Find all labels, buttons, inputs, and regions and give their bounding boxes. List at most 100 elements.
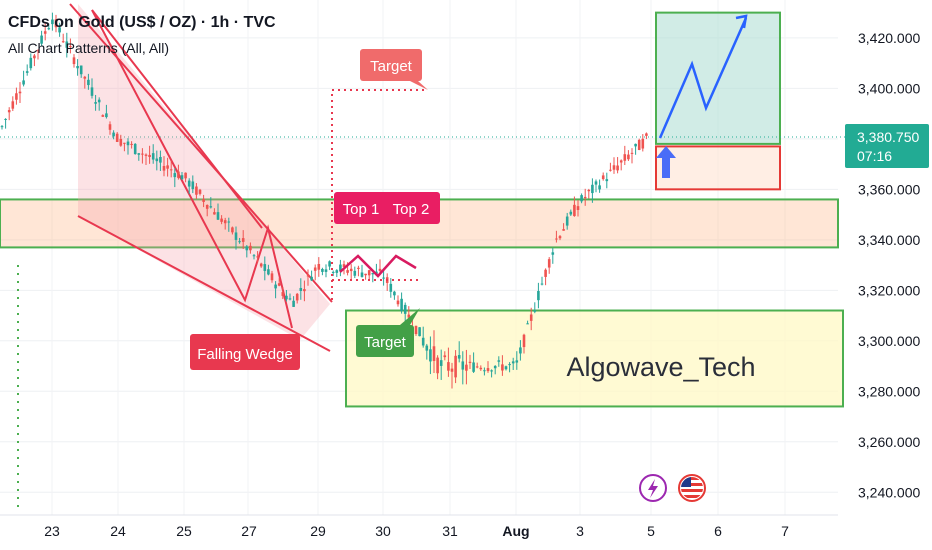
candle [220,215,223,225]
candle [447,347,450,377]
wedge-lower-line [77,215,331,352]
candle [137,152,141,161]
bar-countdown: 07:16 [857,148,893,164]
x-tick-label: 6 [714,523,722,539]
candle-body [148,154,151,157]
candle-body [267,269,270,275]
candle-body [40,35,43,44]
candle [105,104,108,119]
candle-body [623,154,627,161]
candle [299,278,303,300]
candle-body [414,325,418,335]
candle [51,12,54,31]
candle [245,245,249,258]
candle-body [400,298,403,312]
candle-body [634,143,637,147]
candle [414,325,418,336]
candle [598,179,601,193]
candle-body [580,195,583,202]
candle-body [22,80,25,85]
candle-body [202,198,205,202]
candle [371,272,375,283]
candle-body [295,293,299,301]
candle-body [324,269,328,272]
candle-body [288,298,292,300]
candle [162,156,166,177]
candle-body [339,264,342,271]
candle [403,302,407,322]
falling-wedge-label: Falling Wedge [197,346,293,363]
candle [328,260,331,271]
candle [97,97,101,111]
candle-body [292,300,295,307]
candle [198,188,202,196]
candle-body [465,364,468,371]
candle [357,265,360,277]
candle [15,87,18,105]
candle [360,264,364,278]
candle [637,138,641,151]
candle [310,270,313,282]
candle-body [4,118,7,120]
candle [285,290,288,302]
candle [317,257,321,277]
target-projection-line [331,89,428,300]
candle-body [529,314,533,321]
candle-body [457,355,461,359]
candle-body [11,101,15,109]
candle [101,114,105,117]
candle [630,148,634,164]
target-callout-low: Target [356,308,420,357]
us-flag-icon[interactable] [678,474,706,502]
current-price-badge: 3,380.750 07:16 [845,124,929,168]
candle-body [169,169,173,171]
candle [486,361,490,373]
candle [461,351,465,385]
candle-body [43,31,47,34]
candle-body [144,154,148,156]
candle [65,32,69,58]
candle [108,121,112,135]
wedge-fill [78,4,330,340]
candle [47,23,51,31]
candle-body [501,364,504,371]
candle-body [47,28,51,30]
candle [393,290,396,300]
candle [479,365,483,371]
up-arrow-icon [656,146,676,178]
projection-path [658,17,748,139]
candle [501,355,504,376]
lightning-icon[interactable] [639,474,667,502]
candle [191,175,195,194]
wedge-zigzag [91,9,293,329]
candle-body [126,141,130,146]
candle [544,268,547,286]
candle-body [641,138,645,149]
candle [205,204,209,217]
candle [281,287,285,300]
candle-body [285,295,288,300]
candle [522,333,526,354]
candle-body [112,132,115,137]
candle-body [526,323,529,325]
candle [303,280,306,302]
y-tick-label: 3,280.000 [858,383,920,399]
candle [436,355,439,380]
x-tick-label: Aug [502,523,529,539]
candle-body [310,276,313,281]
candle-body [241,238,245,242]
candle-body [403,304,407,314]
candle [468,354,472,369]
indicator-legend[interactable]: All Chart Patterns (All, All) [8,40,170,56]
candle-body [537,291,540,301]
candle-body [583,196,587,199]
candle [324,264,328,278]
current-price-value: 3,380.750 [857,129,920,145]
candle [562,223,565,231]
candle-body [547,259,551,268]
candle [313,264,317,281]
candle [133,143,137,155]
candle [130,141,133,149]
candle [144,153,148,165]
